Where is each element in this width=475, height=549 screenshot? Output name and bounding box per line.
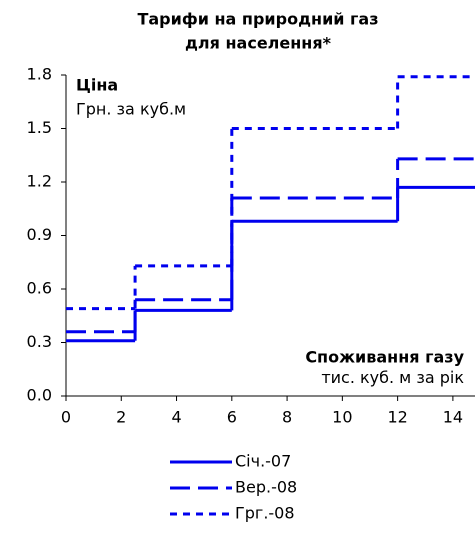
legend-label: Вер.-08 [235,478,297,497]
y-tick-label: 0.9 [27,225,52,244]
y-tick-label: 0.6 [27,279,52,298]
y-tick-label: 1.2 [27,172,52,191]
x-tick-label: 0 [61,408,71,427]
x-tick-label: 8 [282,408,292,427]
x-tick-label: 12 [387,408,407,427]
x-tick-label: 4 [171,408,181,427]
legend-label: Грг.-08 [235,504,295,523]
y-axis-unit: Грн. за куб.м [76,100,186,119]
y-tick-label: 0.0 [27,386,52,405]
y-axis-label: Ціна [76,76,118,95]
x-axis-unit: тис. куб. м за рік [321,368,464,387]
chart-title: Тарифи на природний газ [137,10,378,29]
y-tick-label: 1.8 [27,65,52,84]
y-tick-label: 1.5 [27,118,52,137]
x-axis-label: Споживання газу [305,348,464,367]
y-tick-label: 0.3 [27,332,52,351]
x-tick-label: 2 [116,408,126,427]
legend-label: Січ.-07 [235,452,291,471]
x-tick-label: 10 [332,408,352,427]
chart-title: для населення* [185,34,332,53]
x-tick-label: 14 [443,408,463,427]
x-tick-label: 6 [227,408,237,427]
